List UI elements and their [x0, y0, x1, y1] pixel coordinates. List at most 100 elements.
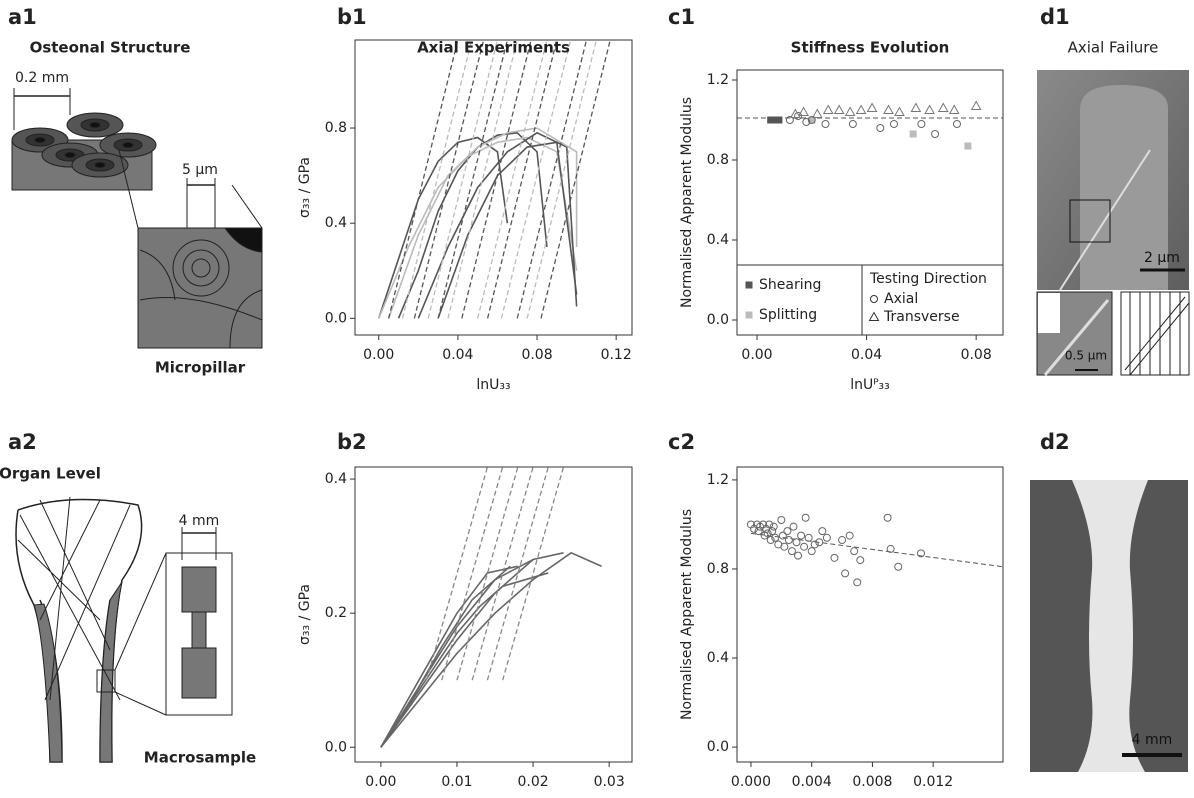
point [883, 104, 894, 114]
legend-box [736, 264, 1004, 336]
x-tick-label: 0.02 [517, 774, 548, 790]
y-tick-label: 1.2 [707, 472, 729, 488]
y-tick-label: 0.4 [325, 471, 347, 487]
point [866, 102, 878, 112]
point [769, 522, 778, 531]
curve [377, 136, 509, 319]
point [964, 142, 972, 150]
point [765, 520, 774, 529]
point [754, 527, 763, 536]
osteon-illustration: Osteonal Structure 0.2 mm 5 µm Micropill… [11, 39, 263, 377]
point [845, 531, 854, 540]
illustration-title: Osteonal Structure [30, 39, 191, 57]
point [800, 542, 809, 551]
curve [437, 141, 578, 319]
panel-label: a2 [8, 430, 37, 454]
point [952, 120, 961, 128]
chart-title: Stiffness Evolution [791, 39, 950, 57]
plot-area [380, 467, 602, 748]
curve [502, 467, 565, 681]
plot-frame [354, 39, 633, 336]
x-tick-label: 0.012 [913, 774, 953, 790]
y-tick-label: 0.0 [325, 310, 347, 326]
point [909, 130, 917, 138]
curve [471, 467, 534, 681]
legend-label: Axial [884, 291, 918, 307]
curve [427, 40, 499, 319]
scale-label: 4 mm [1132, 732, 1173, 748]
y-axis-label: σ₃₃ / GPa [297, 584, 313, 645]
x-tick-label: 0.000 [731, 774, 771, 790]
x-axis-label: lnU₃₃ [476, 377, 510, 393]
point [856, 556, 865, 565]
point [794, 551, 803, 560]
point [838, 536, 847, 545]
point [797, 531, 806, 540]
curve [388, 40, 459, 319]
point [798, 106, 809, 116]
plot-frame [736, 466, 1004, 763]
plot-area [377, 40, 611, 319]
point [775, 116, 783, 124]
panel-label: c2 [668, 430, 695, 454]
point [850, 547, 859, 556]
curve [441, 467, 504, 681]
point [771, 533, 780, 542]
legend-key [745, 281, 753, 289]
point [848, 120, 857, 128]
point [883, 513, 892, 522]
point [783, 527, 792, 536]
x-axis-label: lnUᴾ₃₃ [850, 377, 890, 393]
curve [380, 551, 602, 748]
curve [486, 40, 558, 319]
y-tick-label: 0.0 [707, 739, 729, 755]
legend-key [868, 311, 880, 321]
panel-label: d1 [1040, 5, 1070, 29]
point [833, 104, 845, 114]
point [785, 116, 794, 124]
point [778, 531, 787, 540]
legend-label: Shearing [759, 277, 821, 293]
point [931, 130, 940, 138]
y-tick-label: 0.4 [325, 215, 347, 231]
x-tick-label: 0.008 [852, 774, 892, 790]
x-tick-label: 0.04 [442, 347, 473, 363]
point [789, 108, 801, 118]
illustration-title: Organ Level [0, 465, 101, 483]
curve [380, 572, 549, 748]
point [801, 513, 810, 522]
point [789, 522, 798, 531]
y-tick-label: 0.4 [707, 650, 729, 666]
x-tick-label: 0.12 [601, 347, 632, 363]
point [787, 547, 796, 556]
point [910, 102, 922, 112]
point [804, 533, 813, 542]
plot-area [746, 513, 1003, 587]
point [855, 104, 867, 114]
scale-label: 0.5 µm [1065, 349, 1107, 363]
x-tick-label: 0.08 [961, 347, 992, 363]
y-tick-label: 0.8 [325, 120, 347, 136]
curve [380, 552, 564, 748]
x-tick-label: 0.08 [521, 347, 552, 363]
curve [380, 565, 519, 748]
point [802, 118, 811, 126]
legend-title: Testing Direction [869, 271, 987, 287]
point [853, 578, 862, 587]
scale-label: 4 mm [179, 513, 220, 529]
point [917, 549, 926, 558]
plot-area [737, 100, 1003, 150]
scale-label: 5 µm [182, 162, 218, 178]
point [763, 529, 772, 538]
point [917, 120, 926, 128]
x-tick-label: 0.00 [363, 347, 394, 363]
panel-label: b2 [337, 430, 367, 454]
point [822, 104, 834, 114]
curve [417, 131, 578, 319]
point [937, 102, 949, 112]
scale-label: 0.2 mm [15, 70, 69, 86]
point [830, 553, 839, 562]
illustration-title: Axial Failure [1068, 39, 1159, 57]
point [766, 536, 775, 545]
